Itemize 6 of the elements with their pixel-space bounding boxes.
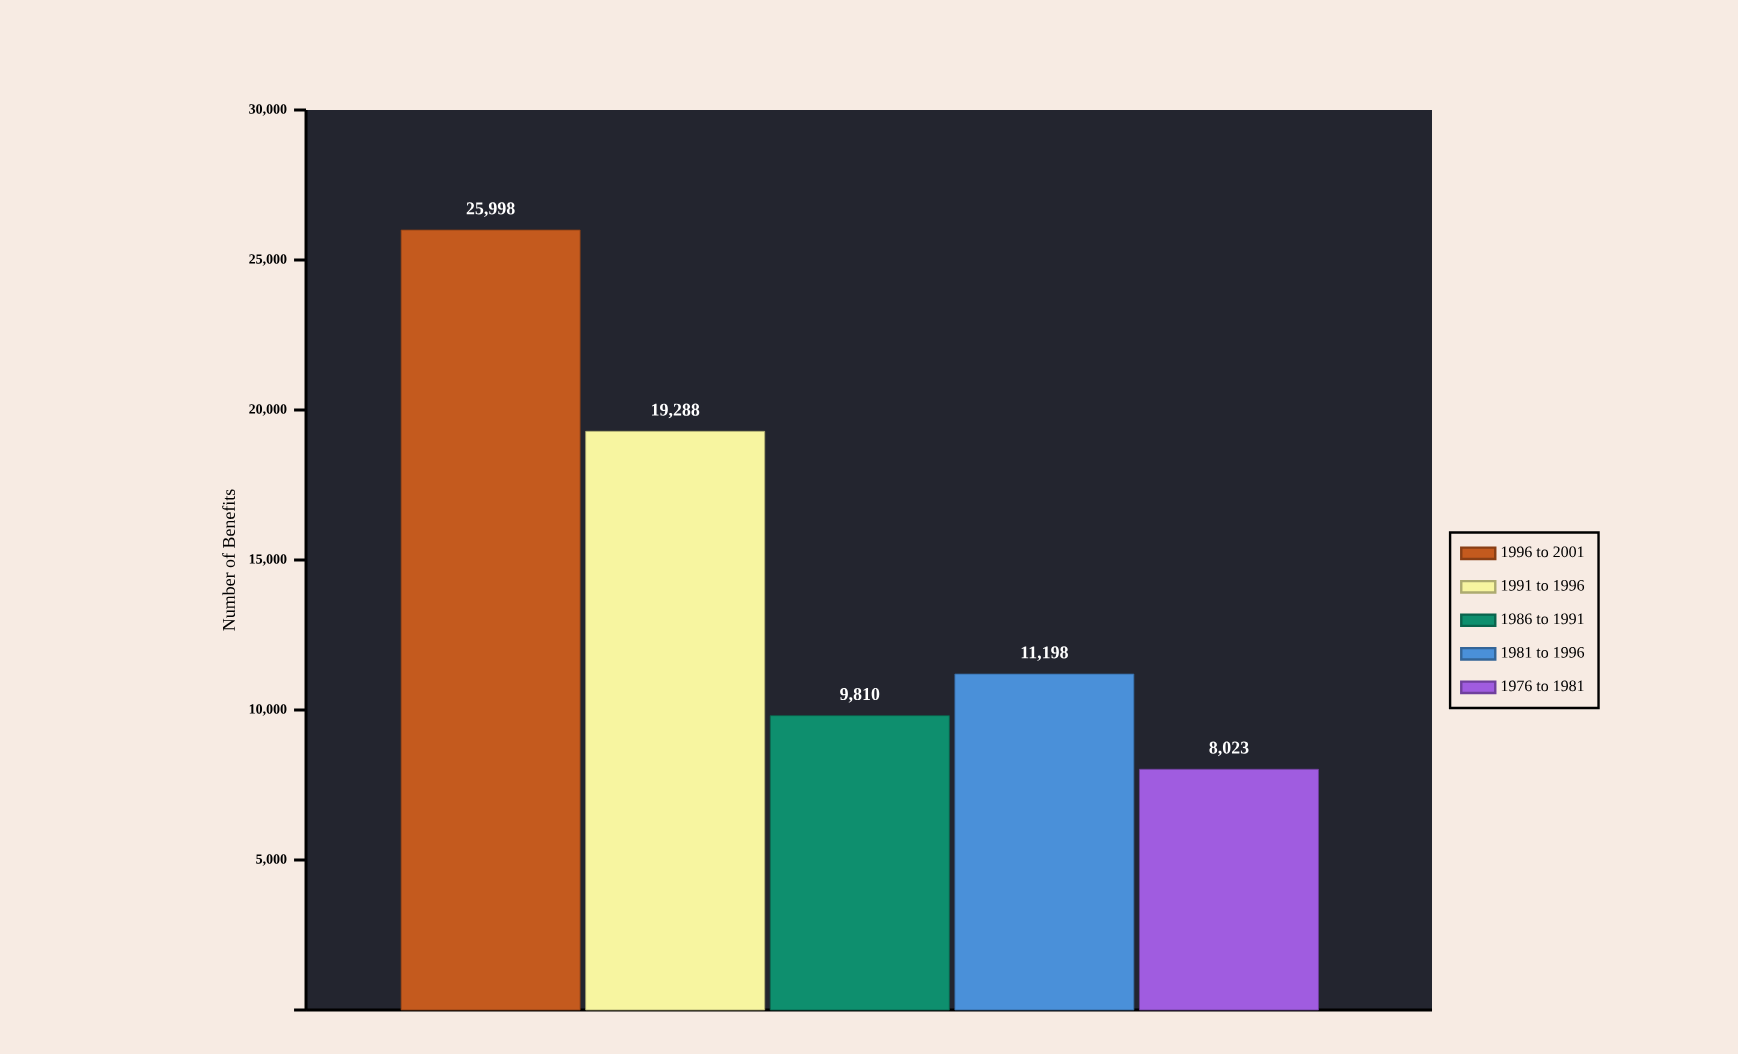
y-axis-title: Number of Benefits	[222, 489, 235, 631]
data-label: 19,288	[651, 403, 700, 419]
data-label: 11,198	[1021, 646, 1068, 662]
data-label: 25,998	[466, 202, 515, 218]
data-label: 8,023	[1209, 741, 1249, 757]
data-label: 9,810	[840, 687, 880, 703]
